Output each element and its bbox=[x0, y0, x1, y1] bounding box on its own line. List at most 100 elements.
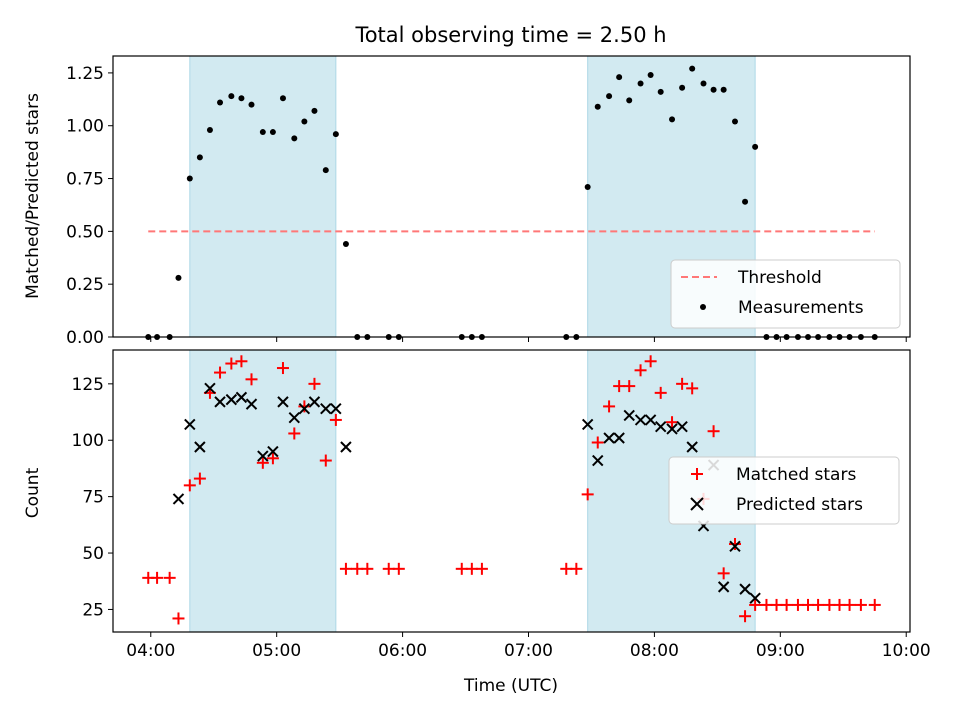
measurement-point bbox=[248, 101, 255, 108]
matched-star-point bbox=[728, 538, 741, 551]
measurement-point bbox=[657, 88, 664, 95]
measurement-point bbox=[626, 97, 633, 104]
measurement-point bbox=[279, 95, 286, 102]
measurement-point bbox=[332, 131, 339, 138]
matched-star-point bbox=[183, 479, 196, 492]
predicted-star-point bbox=[581, 418, 594, 431]
measurement-point bbox=[594, 103, 601, 110]
matched-star-point bbox=[760, 598, 773, 611]
matched-star-point bbox=[666, 416, 679, 429]
y-tick-label: 0.75 bbox=[66, 170, 104, 190]
measurement-point bbox=[857, 334, 864, 340]
y-tick-label: 0.25 bbox=[66, 275, 104, 295]
predicted-star-point bbox=[666, 423, 678, 435]
x-tick-label: 08:00 bbox=[630, 641, 679, 661]
matched-star-point bbox=[676, 377, 689, 390]
axes-frame bbox=[112, 349, 911, 633]
measurement-point bbox=[364, 334, 371, 340]
measurement-point bbox=[669, 116, 676, 123]
predicted-star-point bbox=[739, 583, 751, 595]
y-tick-label: 0.50 bbox=[66, 222, 104, 242]
matched-star-point bbox=[475, 562, 488, 575]
matched-star-point bbox=[382, 562, 395, 575]
matched-star-point bbox=[245, 373, 258, 386]
matched-star-point bbox=[570, 562, 583, 575]
matched-star-point bbox=[288, 427, 301, 440]
legend-box bbox=[668, 456, 900, 525]
measurement-point bbox=[291, 135, 298, 142]
matched-star-point bbox=[235, 355, 248, 368]
predicted-star-point bbox=[717, 581, 730, 593]
measurement-point bbox=[794, 334, 801, 340]
measurement-point bbox=[217, 99, 224, 106]
measurement-point bbox=[238, 95, 245, 102]
measurement-point bbox=[700, 80, 707, 87]
matched-star-point bbox=[465, 562, 478, 575]
matched-star-point bbox=[791, 598, 804, 611]
predicted-star-point bbox=[592, 454, 604, 467]
measurement-point bbox=[846, 334, 853, 340]
legend-matched-key bbox=[691, 468, 703, 480]
predicted-star-point bbox=[257, 450, 269, 462]
legend-label: Measurements bbox=[738, 298, 864, 318]
observing-window-band bbox=[189, 55, 337, 338]
predicted-star-point bbox=[245, 398, 258, 410]
predicted-star-point bbox=[225, 393, 238, 406]
x-tick-label: 09:00 bbox=[756, 641, 805, 661]
measurement-point bbox=[269, 129, 276, 136]
legend-label: Threshold bbox=[737, 268, 822, 288]
matched-star-point bbox=[172, 612, 185, 625]
bottom-panel: 04:00 05:00 06:00 07:00 08:00 09:00 10:00 25 50 7… bbox=[72, 349, 931, 661]
matched-star-point bbox=[163, 571, 176, 584]
matched-star-point bbox=[739, 610, 752, 623]
matched-star-point bbox=[707, 425, 720, 438]
matched-star-point bbox=[613, 380, 626, 393]
matched-star-point bbox=[644, 355, 657, 368]
predicted-star-point bbox=[277, 396, 289, 408]
legend-predicted-key bbox=[690, 497, 704, 511]
predicted-star-point bbox=[749, 592, 761, 604]
matched-star-point bbox=[634, 364, 647, 377]
predicted-star-point bbox=[340, 441, 352, 453]
axes-frame bbox=[112, 55, 911, 338]
y-tick-label: 0.00 bbox=[66, 328, 104, 348]
predicted-star-point bbox=[654, 420, 667, 433]
y-tick-label: 75 bbox=[82, 488, 104, 508]
top-y-axis-label: Matched/Predicted stars bbox=[23, 93, 43, 299]
measurement-point bbox=[836, 334, 843, 340]
predicted-star-point bbox=[235, 391, 248, 404]
measurement-point bbox=[186, 175, 193, 182]
matched-star-point bbox=[351, 562, 364, 575]
legend: Matched stars Predicted stars bbox=[668, 456, 900, 525]
measurement-point bbox=[166, 334, 173, 340]
y-tick-label: 125 bbox=[72, 375, 104, 395]
measurement-point bbox=[689, 65, 696, 72]
x-tick-label: 10:00 bbox=[882, 641, 931, 661]
measurement-point bbox=[679, 84, 686, 91]
chart-title: Total observing time = 2.50 h bbox=[354, 23, 666, 47]
legend-label: Matched stars bbox=[736, 465, 856, 485]
matched-star-point bbox=[225, 357, 238, 370]
measurement-point bbox=[573, 334, 580, 340]
top-panel: 0.00 0.25 0.50 0.75 1.00 1.25 Threshold Measure… bbox=[66, 55, 911, 348]
measurement-point bbox=[342, 241, 349, 248]
predicted-star-point bbox=[288, 411, 301, 424]
predicted-star-point bbox=[330, 402, 342, 415]
measurement-point bbox=[606, 93, 613, 100]
measurement-point bbox=[322, 167, 329, 174]
measurement-point bbox=[783, 334, 790, 340]
bottom-y-axis-label: Count bbox=[23, 467, 43, 518]
y-tick-label: 50 bbox=[82, 544, 104, 564]
measurement-point bbox=[301, 118, 308, 125]
matched-star-point bbox=[686, 382, 699, 395]
measurement-point bbox=[175, 274, 182, 281]
matched-star-point bbox=[868, 598, 881, 611]
predicted-star-point bbox=[676, 420, 688, 433]
measurement-point bbox=[763, 334, 770, 340]
measurement-point bbox=[458, 334, 465, 340]
matched-star-point bbox=[560, 562, 573, 575]
y-tick-label: 100 bbox=[72, 431, 104, 451]
matched-star-point bbox=[339, 562, 352, 575]
matched-star-point bbox=[308, 377, 321, 390]
x-axis-label: Time (UTC) bbox=[463, 676, 558, 696]
